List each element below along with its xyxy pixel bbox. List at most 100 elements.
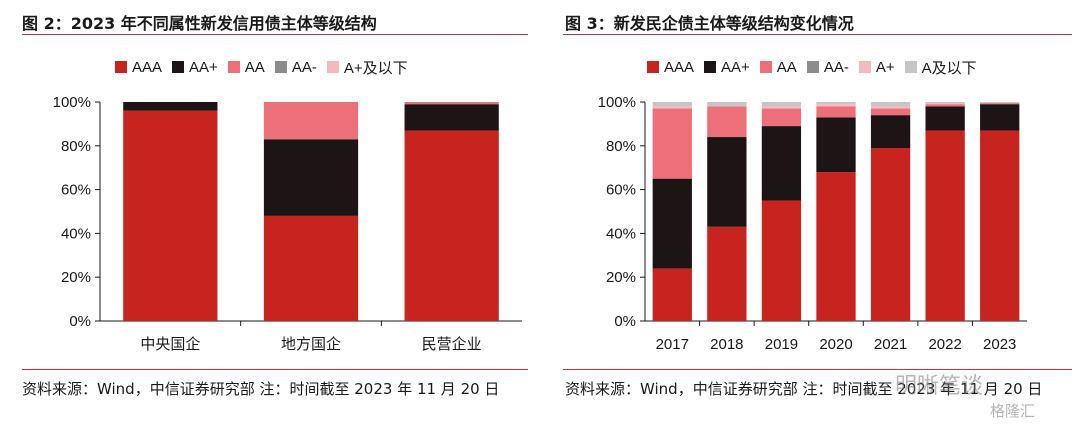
bar-segment-aaa (263, 215, 359, 321)
bar-segment-aaa (707, 226, 747, 321)
legend-label: A+及以下 (343, 59, 408, 77)
bar-segment-a-plus (925, 103, 965, 105)
y-tick-label: 100% (53, 94, 91, 111)
legend-swatch (115, 61, 127, 73)
legend-item-aa-: AA- (806, 59, 849, 76)
watermark-text: 明晰笔谈 (895, 374, 984, 399)
bar-segment-aa (870, 108, 911, 116)
x-category-label: 中央国企 (140, 335, 200, 353)
x-category-label: 地方国企 (281, 335, 341, 353)
legend-swatch (904, 61, 917, 73)
y-tick-label: 0% (614, 313, 636, 330)
x-category-label: 2019 (765, 336, 798, 353)
bar-segment-a-plus (870, 106, 911, 109)
bar-segment-a-plus (816, 104, 856, 107)
legend-label: A及以下 (921, 59, 977, 77)
bar-segment-aa-plus (870, 115, 911, 148)
bar-segment-aaa (652, 268, 692, 321)
bar-segment-aaa (761, 200, 802, 321)
legend-item-aa: AA (227, 58, 265, 76)
legend-item-a-and-below: A及以下 (904, 57, 977, 78)
y-tick-label: 60% (606, 182, 636, 199)
bar-segment-a-plus (652, 106, 692, 109)
legend-swatch (858, 61, 871, 73)
source-divider (22, 369, 528, 370)
legend-swatch (326, 61, 339, 73)
bar-segment-a-and-below (652, 102, 692, 107)
legend-item-aa: AA (759, 58, 797, 76)
legend-label: A+ (875, 58, 895, 76)
source-note: 资料来源：Wind，中信证券研究部 注：时间截至 2023 年 11 月 20 … (22, 380, 500, 398)
legend-label: AA- (291, 58, 317, 76)
bar-segment-a-and-below (980, 102, 1020, 104)
y-tick-label: 40% (606, 225, 636, 242)
source-divider (563, 369, 1072, 370)
legend-swatch (806, 61, 819, 73)
bar-segment-aa (925, 104, 965, 107)
x-category-label: 2017 (656, 336, 689, 353)
bar-segment-aa-plus (980, 104, 1020, 131)
source-note: 资料来源：Wind，中信证券研究部 注：时间截至 2023 年 11 月 20 … (565, 380, 1043, 398)
bar-segment-aaa (925, 130, 965, 321)
legend-swatch (227, 61, 240, 73)
y-tick-label: 80% (61, 138, 91, 155)
bar-segment-a-and-below (816, 102, 856, 105)
legend-swatch (759, 61, 772, 73)
y-tick-label: 60% (61, 182, 91, 199)
figure-title: 图 2：2023 年不同属性新发信用债主体等级结构 (22, 14, 377, 33)
legend-label: AA (776, 58, 797, 76)
legend-label: AA+ (721, 58, 750, 76)
bar-segment-aa-plus (123, 102, 218, 111)
bar-segment-aa-plus (652, 178, 692, 269)
legend-item-a-plus: A+ (858, 58, 895, 76)
y-tick-label: 20% (61, 269, 91, 286)
stacked-bar-chart: 0% 20% 40% 60% 80% 100% 中央国企 地方国企 民营企业 (53, 94, 522, 353)
bar-segment-aa (404, 102, 499, 105)
legend-item-a-plus-and-below: A+及以下 (326, 57, 408, 78)
bar-segment-aaa (870, 147, 911, 321)
y-tick-label: 40% (61, 225, 91, 242)
figure-title: 图 3：新发民企债主体等级结构变化情况 (565, 14, 854, 33)
bar-segment-a-and-below (761, 102, 802, 107)
title-divider (563, 34, 1072, 35)
legend-item-aaa: AAA (115, 59, 162, 76)
y-tick-label: 20% (606, 269, 636, 286)
y-tick-label: 0% (69, 313, 91, 330)
x-category-label: 民营企业 (422, 335, 482, 353)
bar-segment-aa-plus (707, 137, 747, 227)
bar-segment-aa-plus (404, 104, 499, 131)
legend-swatch (172, 61, 185, 73)
bar-segment-a-and-below (925, 102, 965, 104)
legend-label: AA+ (189, 58, 218, 76)
legend-swatch (704, 61, 717, 73)
bar-segment-aa (816, 106, 856, 118)
bar-segment-aa (652, 108, 692, 179)
left-figure-panel: 图 2：2023 年不同属性新发信用债主体等级结构 AAA AA+ AA AA- A+及… (22, 14, 528, 398)
x-category-label: 2018 (710, 336, 743, 353)
stacked-bar-chart: 0% 20% 40% 60% 80% 100% 2017 2018 2019 2020 2021 20… (598, 94, 1027, 353)
bar-segment-aaa (816, 172, 856, 321)
x-category-label: 2020 (819, 336, 852, 353)
chart-legend: AAA AA+ AA AA- A+ A及以下 (647, 56, 987, 78)
title-divider (22, 34, 528, 35)
bar-segment-a-and-below (707, 102, 747, 107)
chart-legend: AAA AA+ AA AA- A+及以下 (115, 56, 418, 78)
bar-segment-aa-plus (925, 106, 965, 131)
legend-swatch (274, 61, 287, 73)
bar-segment-a-and-below (870, 102, 911, 107)
legend-item-aa-plus: AA+ (172, 59, 218, 76)
legend-label: AAA (664, 58, 695, 76)
x-category-label: 2023 (983, 336, 1016, 353)
bar-segment-aa (263, 102, 359, 140)
legend-label: AA (244, 58, 265, 76)
bar-segment-aa-plus (263, 139, 359, 216)
right-figure-panel: 图 3：新发民企债主体等级结构变化情况 AAA AA+ AA AA- A+ A及以下 0%… (555, 0, 1080, 432)
legend-swatch (647, 61, 659, 73)
bar-segment-aa-plus (816, 117, 856, 173)
bar-segment-aa-plus (761, 126, 802, 201)
bar-segment-aaa (980, 130, 1020, 321)
bar-segment-aa (980, 103, 1020, 105)
bar-segment-aa (707, 106, 747, 138)
bar-segment-a-plus (761, 106, 802, 109)
legend-item-aa-: AA- (274, 58, 317, 76)
